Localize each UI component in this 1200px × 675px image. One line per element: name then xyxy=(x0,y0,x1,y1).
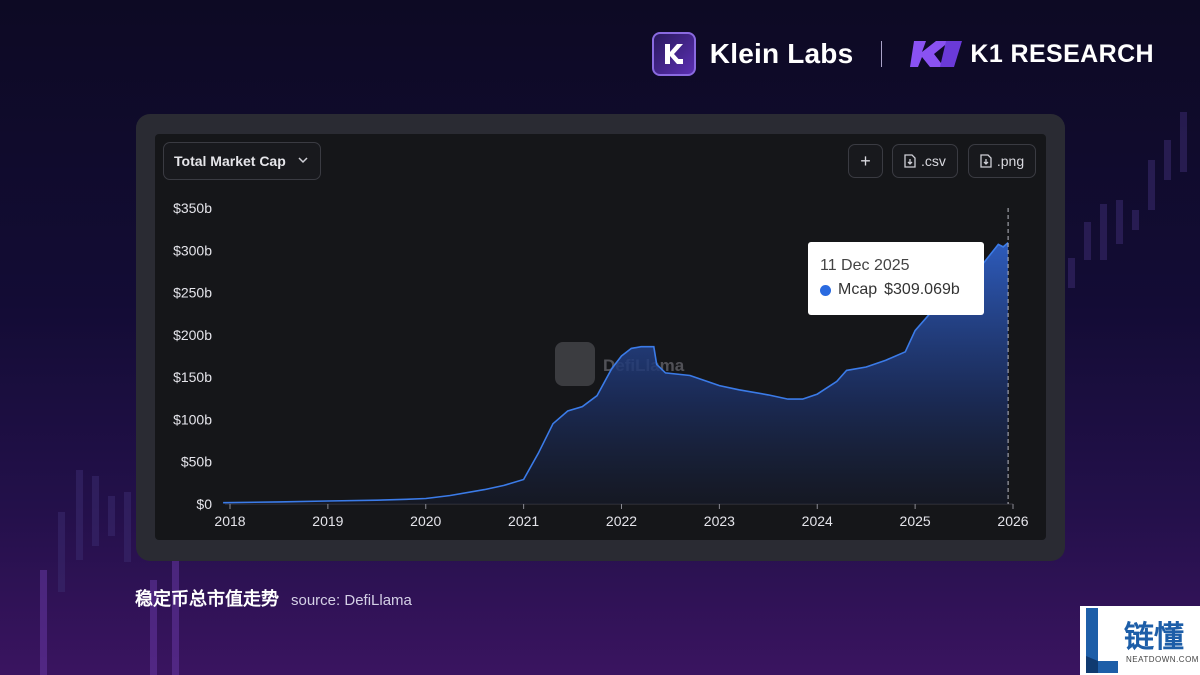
k1-logo-icon xyxy=(910,41,963,67)
y-tick-label: $200b xyxy=(173,327,212,343)
tooltip-value: $309.069b xyxy=(884,281,960,298)
y-tick-label: $350b xyxy=(173,200,212,216)
x-tick-label: 2023 xyxy=(704,513,735,529)
chevron-down-icon xyxy=(298,157,308,164)
x-tick-label: 2024 xyxy=(802,513,833,529)
badge-subtext: NEATDOWN.COM xyxy=(1126,655,1199,664)
brand-secondary-name: K1 RESEARCH xyxy=(970,39,1154,68)
file-download-icon xyxy=(980,154,992,168)
file-download-icon xyxy=(904,154,916,168)
caption-title: 稳定币总市值走势 xyxy=(135,589,279,610)
x-tick-label: 2019 xyxy=(312,513,343,529)
x-tick-label: 2025 xyxy=(900,513,931,529)
chart-panel: Total Market Cap + .csv .png xyxy=(155,134,1046,540)
header-brand: Klein Labs K1 RESEARCH xyxy=(651,32,1154,76)
y-tick-label: $50b xyxy=(181,454,212,470)
tooltip-series-name: Mcap xyxy=(838,281,878,298)
neatdown-logo-icon xyxy=(1086,608,1118,673)
neatdown-badge: 链懂 NEATDOWN.COM xyxy=(1080,606,1200,675)
brand-primary-name: Klein Labs xyxy=(709,38,854,69)
add-button-label: + xyxy=(860,150,871,171)
chart-tooltip: 11 Dec 2025 Mcap $309.069b xyxy=(808,242,984,315)
x-tick-label: 2018 xyxy=(214,513,245,529)
mcap-area xyxy=(223,242,1009,504)
x-tick-label: 2020 xyxy=(410,513,441,529)
series-color-dot xyxy=(820,284,831,296)
y-tick-label: $0 xyxy=(196,496,212,512)
png-button-label: .png xyxy=(996,153,1025,169)
download-png-button[interactable]: .png xyxy=(968,144,1036,178)
y-tick-label: $250b xyxy=(173,285,212,301)
metric-selector-dropdown[interactable]: Total Market Cap xyxy=(163,142,321,180)
csv-button-label: .csv xyxy=(921,153,946,169)
metric-selector-label: Total Market Cap xyxy=(174,153,286,169)
download-csv-button[interactable]: .csv xyxy=(892,144,958,178)
klein-labs-logo-icon xyxy=(651,32,696,76)
tooltip-date: 11 Dec 2025 xyxy=(820,257,910,274)
k1-brand: K1 RESEARCH xyxy=(910,39,1154,69)
chart-caption: 稳定币总市值走势 source: DefiLlama xyxy=(135,585,412,611)
caption-source: source: DefiLlama xyxy=(291,592,412,609)
y-tick-label: $300b xyxy=(173,242,212,258)
badge-text: 链懂 xyxy=(1124,620,1184,655)
x-tick-label: 2021 xyxy=(508,513,539,529)
market-cap-chart[interactable]: DefiLlama $0$50b$100b$150b$200b$250b$300… xyxy=(155,134,1046,540)
x-tick-label: 2026 xyxy=(997,513,1028,529)
llama-logo-icon xyxy=(555,342,595,386)
brand-separator xyxy=(881,41,883,67)
y-tick-label: $100b xyxy=(173,411,212,427)
y-tick-label: $150b xyxy=(173,369,212,385)
add-button[interactable]: + xyxy=(848,144,883,178)
x-tick-label: 2022 xyxy=(606,513,637,529)
mcap-line xyxy=(223,241,1009,504)
